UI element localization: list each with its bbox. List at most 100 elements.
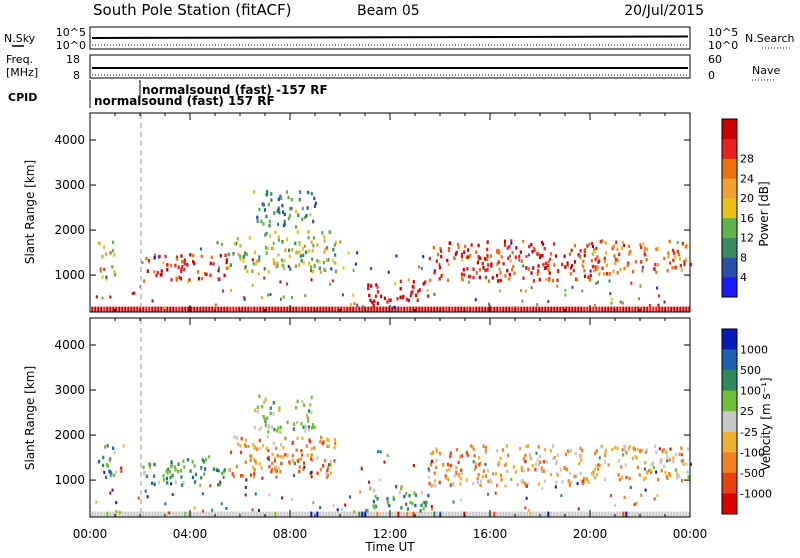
power-echo-cell — [674, 255, 677, 259]
velocity-echo-cell — [243, 443, 247, 447]
velocity-echo-cell — [284, 453, 287, 457]
power-echo-cell — [368, 293, 371, 298]
velocity-echo-cell — [202, 460, 206, 464]
velocity-echo-cell — [625, 450, 628, 455]
velocity-echo-cell — [333, 459, 336, 463]
velocity-sparse-cell — [244, 485, 247, 489]
velocity-sparse-cell — [452, 500, 455, 504]
power-echo-cell — [310, 268, 313, 273]
velocity-echo-cell — [650, 462, 653, 467]
velocity-echo-cell — [223, 468, 226, 472]
velocity-echo-cell — [272, 412, 275, 416]
power-ground-cell — [217, 306, 220, 312]
power-ground-cell — [154, 306, 157, 312]
power-echo-cell — [601, 239, 604, 243]
velocity-echo-cell — [260, 466, 263, 470]
velocity-ground-cell — [199, 511, 202, 517]
power-ground-cell — [355, 306, 358, 312]
velocity-ground-cell — [673, 511, 676, 517]
power-echo-cell — [205, 272, 208, 277]
power-ground-cell — [244, 306, 247, 312]
velocity-echo-cell — [282, 445, 285, 450]
power-ground-cell — [583, 306, 586, 312]
velocity-echo-cell — [654, 444, 657, 449]
velocity-ground-cell — [502, 511, 505, 517]
velocity-ground-cell — [649, 511, 652, 517]
velocity-echo-cell — [388, 503, 391, 508]
power-ground-cell — [148, 306, 151, 312]
velocity-echo-cell — [674, 468, 677, 472]
velocity-echo-cell — [516, 482, 519, 487]
power-echo-cell — [155, 273, 158, 278]
power-echo-cell — [232, 252, 235, 256]
velocity-echo-cell — [310, 457, 313, 461]
power-echo-cell — [500, 255, 503, 259]
velocity-sparse-cell — [274, 469, 277, 473]
velocity-echo-cell — [200, 466, 203, 470]
velocity-echo-cell — [169, 475, 172, 480]
velocity-echo-cell — [204, 457, 208, 462]
velocity-echo-cell — [263, 400, 266, 405]
power-echo-cell — [608, 271, 611, 276]
velocity-ground-cell — [346, 511, 349, 517]
power-echo-cell — [548, 271, 551, 275]
velocity-echo-cell — [434, 484, 437, 488]
velocity-sparse-cell — [122, 444, 125, 448]
velocity-echo-cell — [221, 471, 224, 476]
velocity-echo-cell — [520, 465, 523, 469]
velocity-colorbar-tick-label: 500 — [740, 364, 761, 377]
velocity-echo-cell — [267, 424, 270, 428]
velocity-echo-cell — [484, 445, 487, 450]
power-sparse-cell — [663, 300, 666, 304]
power-echo-cell — [332, 248, 335, 252]
power-sparse-cell — [610, 297, 613, 301]
velocity-sparse-cell — [648, 469, 651, 473]
velocity-sparse-cell — [473, 467, 476, 471]
velocity-sparse-cell — [199, 483, 202, 487]
velocity-echo-cell — [499, 456, 502, 460]
velocity-sparse-cell — [268, 493, 271, 497]
velocity-echo-cell — [270, 469, 273, 474]
power-echo-cell — [175, 255, 179, 259]
velocity-ground-cell — [640, 511, 643, 517]
velocity-echo-cell — [644, 460, 647, 465]
power-echo-cell — [313, 204, 317, 209]
velocity-ground-cell — [286, 511, 289, 517]
power-echo-cell — [248, 236, 251, 240]
velocity-echo-cell — [142, 465, 145, 469]
velocity-echo-cell — [682, 462, 685, 466]
velocity-echo-cell — [189, 469, 192, 473]
power-echo-cell — [270, 192, 273, 196]
power-echo-cell — [200, 254, 203, 258]
power-echo-cell — [601, 266, 604, 271]
power-echo-cell — [313, 196, 316, 201]
power-echo-cell — [627, 261, 630, 266]
velocity-echo-cell — [400, 506, 403, 510]
power-echo-cell — [641, 268, 644, 273]
power-ground-cell — [607, 306, 610, 312]
power-echo-cell — [375, 283, 378, 287]
velocity-colorbar-segment — [722, 452, 737, 474]
velocity-echo-cell — [444, 474, 447, 478]
power-ground-cell — [382, 306, 385, 312]
velocity-ground-cell — [109, 511, 112, 517]
velocity-sparse-cell — [653, 497, 656, 501]
velocity-sparse-cell — [115, 470, 118, 474]
velocity-echo-cell — [478, 462, 481, 467]
power-echo-cell — [225, 260, 228, 265]
power-sparse-cell — [394, 282, 397, 286]
power-echo-cell — [616, 258, 619, 263]
power-echo-cell — [590, 258, 593, 263]
power-echo-cell — [296, 230, 299, 234]
power-sparse-cell — [683, 260, 686, 264]
velocity-echo-cell — [256, 447, 259, 451]
power-ground-cell — [388, 306, 391, 312]
velocity-sparse-cell — [472, 447, 475, 451]
nsky-ytop: 10^5 — [56, 26, 86, 39]
power-ground-cell — [661, 306, 664, 312]
velocity-ground-cell — [97, 511, 100, 517]
freq-ybottom: 8 — [73, 69, 80, 82]
power-colorbar-frame — [721, 118, 738, 298]
velocity-sparse-cell — [504, 484, 507, 488]
power-echo-cell — [242, 259, 245, 263]
